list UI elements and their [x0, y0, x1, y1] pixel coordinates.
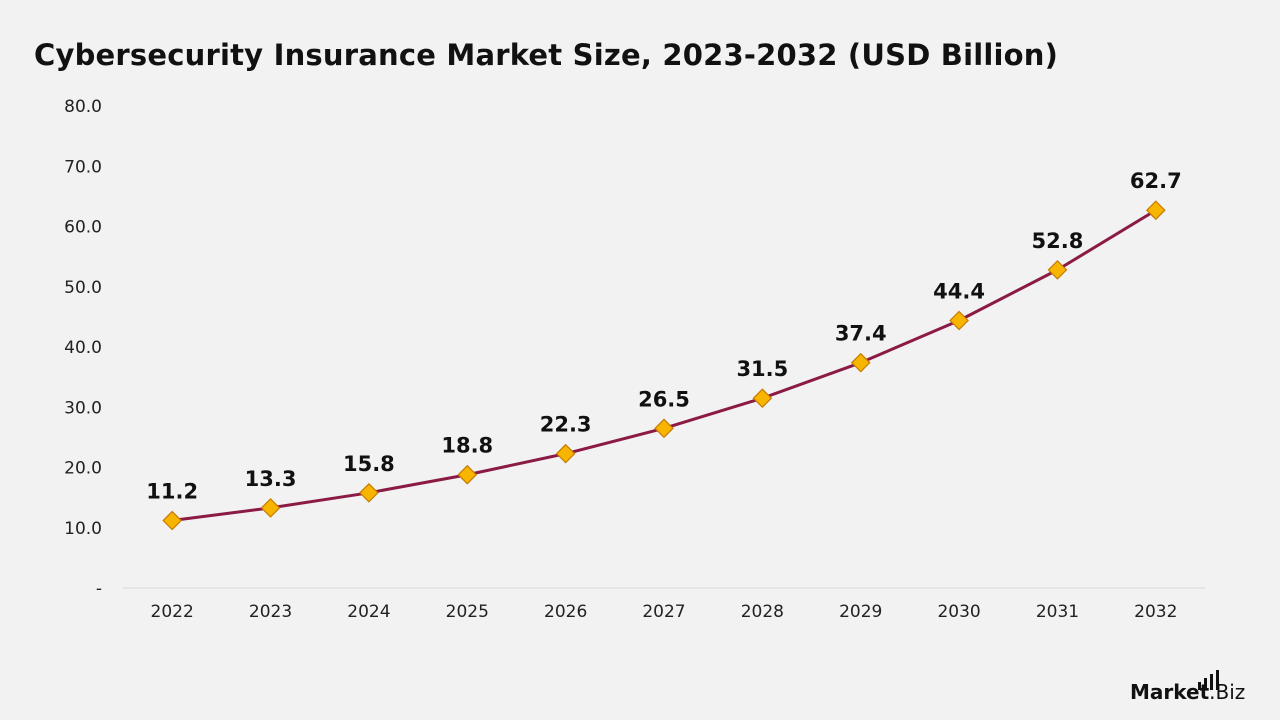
- data-label: 52.8: [1032, 229, 1084, 253]
- data-point-marker: [457, 464, 478, 485]
- series-line: [171, 208, 1157, 523]
- x-tick-label: 2024: [347, 602, 390, 622]
- y-tick-label: 10.0: [64, 519, 102, 539]
- y-tick-label: -: [96, 579, 102, 599]
- data-point-marker: [654, 418, 674, 439]
- x-tick-label: 2022: [151, 602, 194, 622]
- data-point-marker: [359, 482, 379, 503]
- data-label: 44.4: [933, 279, 985, 303]
- x-tick-label: 2026: [544, 602, 587, 622]
- x-tick-label: 2025: [446, 602, 489, 622]
- x-tick-label: 2032: [1134, 602, 1177, 622]
- y-tick-label: 30.0: [64, 398, 102, 418]
- data-label: 22.3: [540, 413, 592, 437]
- x-tick-label: 2030: [937, 602, 980, 622]
- data-label: 13.3: [245, 467, 297, 491]
- data-point-marker: [949, 310, 969, 331]
- data-point-marker: [162, 510, 183, 531]
- y-tick-label: 60.0: [64, 218, 102, 238]
- data-point-marker: [850, 352, 871, 373]
- data-label: 62.7: [1130, 169, 1182, 193]
- data-point-marker: [1047, 260, 1068, 280]
- brand-name-rest: .Biz: [1209, 680, 1246, 704]
- x-tick-label: 2031: [1036, 602, 1079, 622]
- data-label: 26.5: [638, 387, 690, 411]
- x-tick-label: 2023: [249, 602, 292, 622]
- y-tick-label: 20.0: [64, 459, 102, 479]
- y-tick-label: 50.0: [64, 278, 102, 298]
- data-point-marker: [1145, 200, 1166, 221]
- data-label: 37.4: [835, 322, 887, 346]
- brand-name-bold: Market: [1130, 680, 1210, 704]
- x-tick-label: 2029: [839, 602, 882, 622]
- data-label: 15.8: [343, 452, 395, 476]
- x-tick-label: 2028: [741, 602, 784, 622]
- data-label: 11.2: [146, 480, 198, 504]
- chart-title: Cybersecurity Insurance Market Size, 202…: [34, 38, 1059, 72]
- data-point-marker: [260, 498, 281, 518]
- brand-name: Market.Biz: [1130, 680, 1245, 704]
- data-point-marker: [752, 388, 773, 409]
- data-point-marker: [555, 443, 576, 464]
- brand-logo: Market.Biz: [1130, 670, 1260, 710]
- bar-chart-icon: [1198, 670, 1219, 690]
- y-tick-label: 80.0: [64, 97, 102, 117]
- data-label: 31.5: [736, 357, 788, 381]
- y-tick-label: 70.0: [64, 157, 102, 177]
- x-tick-label: 2027: [642, 602, 685, 622]
- y-tick-label: 40.0: [64, 338, 102, 358]
- data-label: 18.8: [441, 434, 493, 458]
